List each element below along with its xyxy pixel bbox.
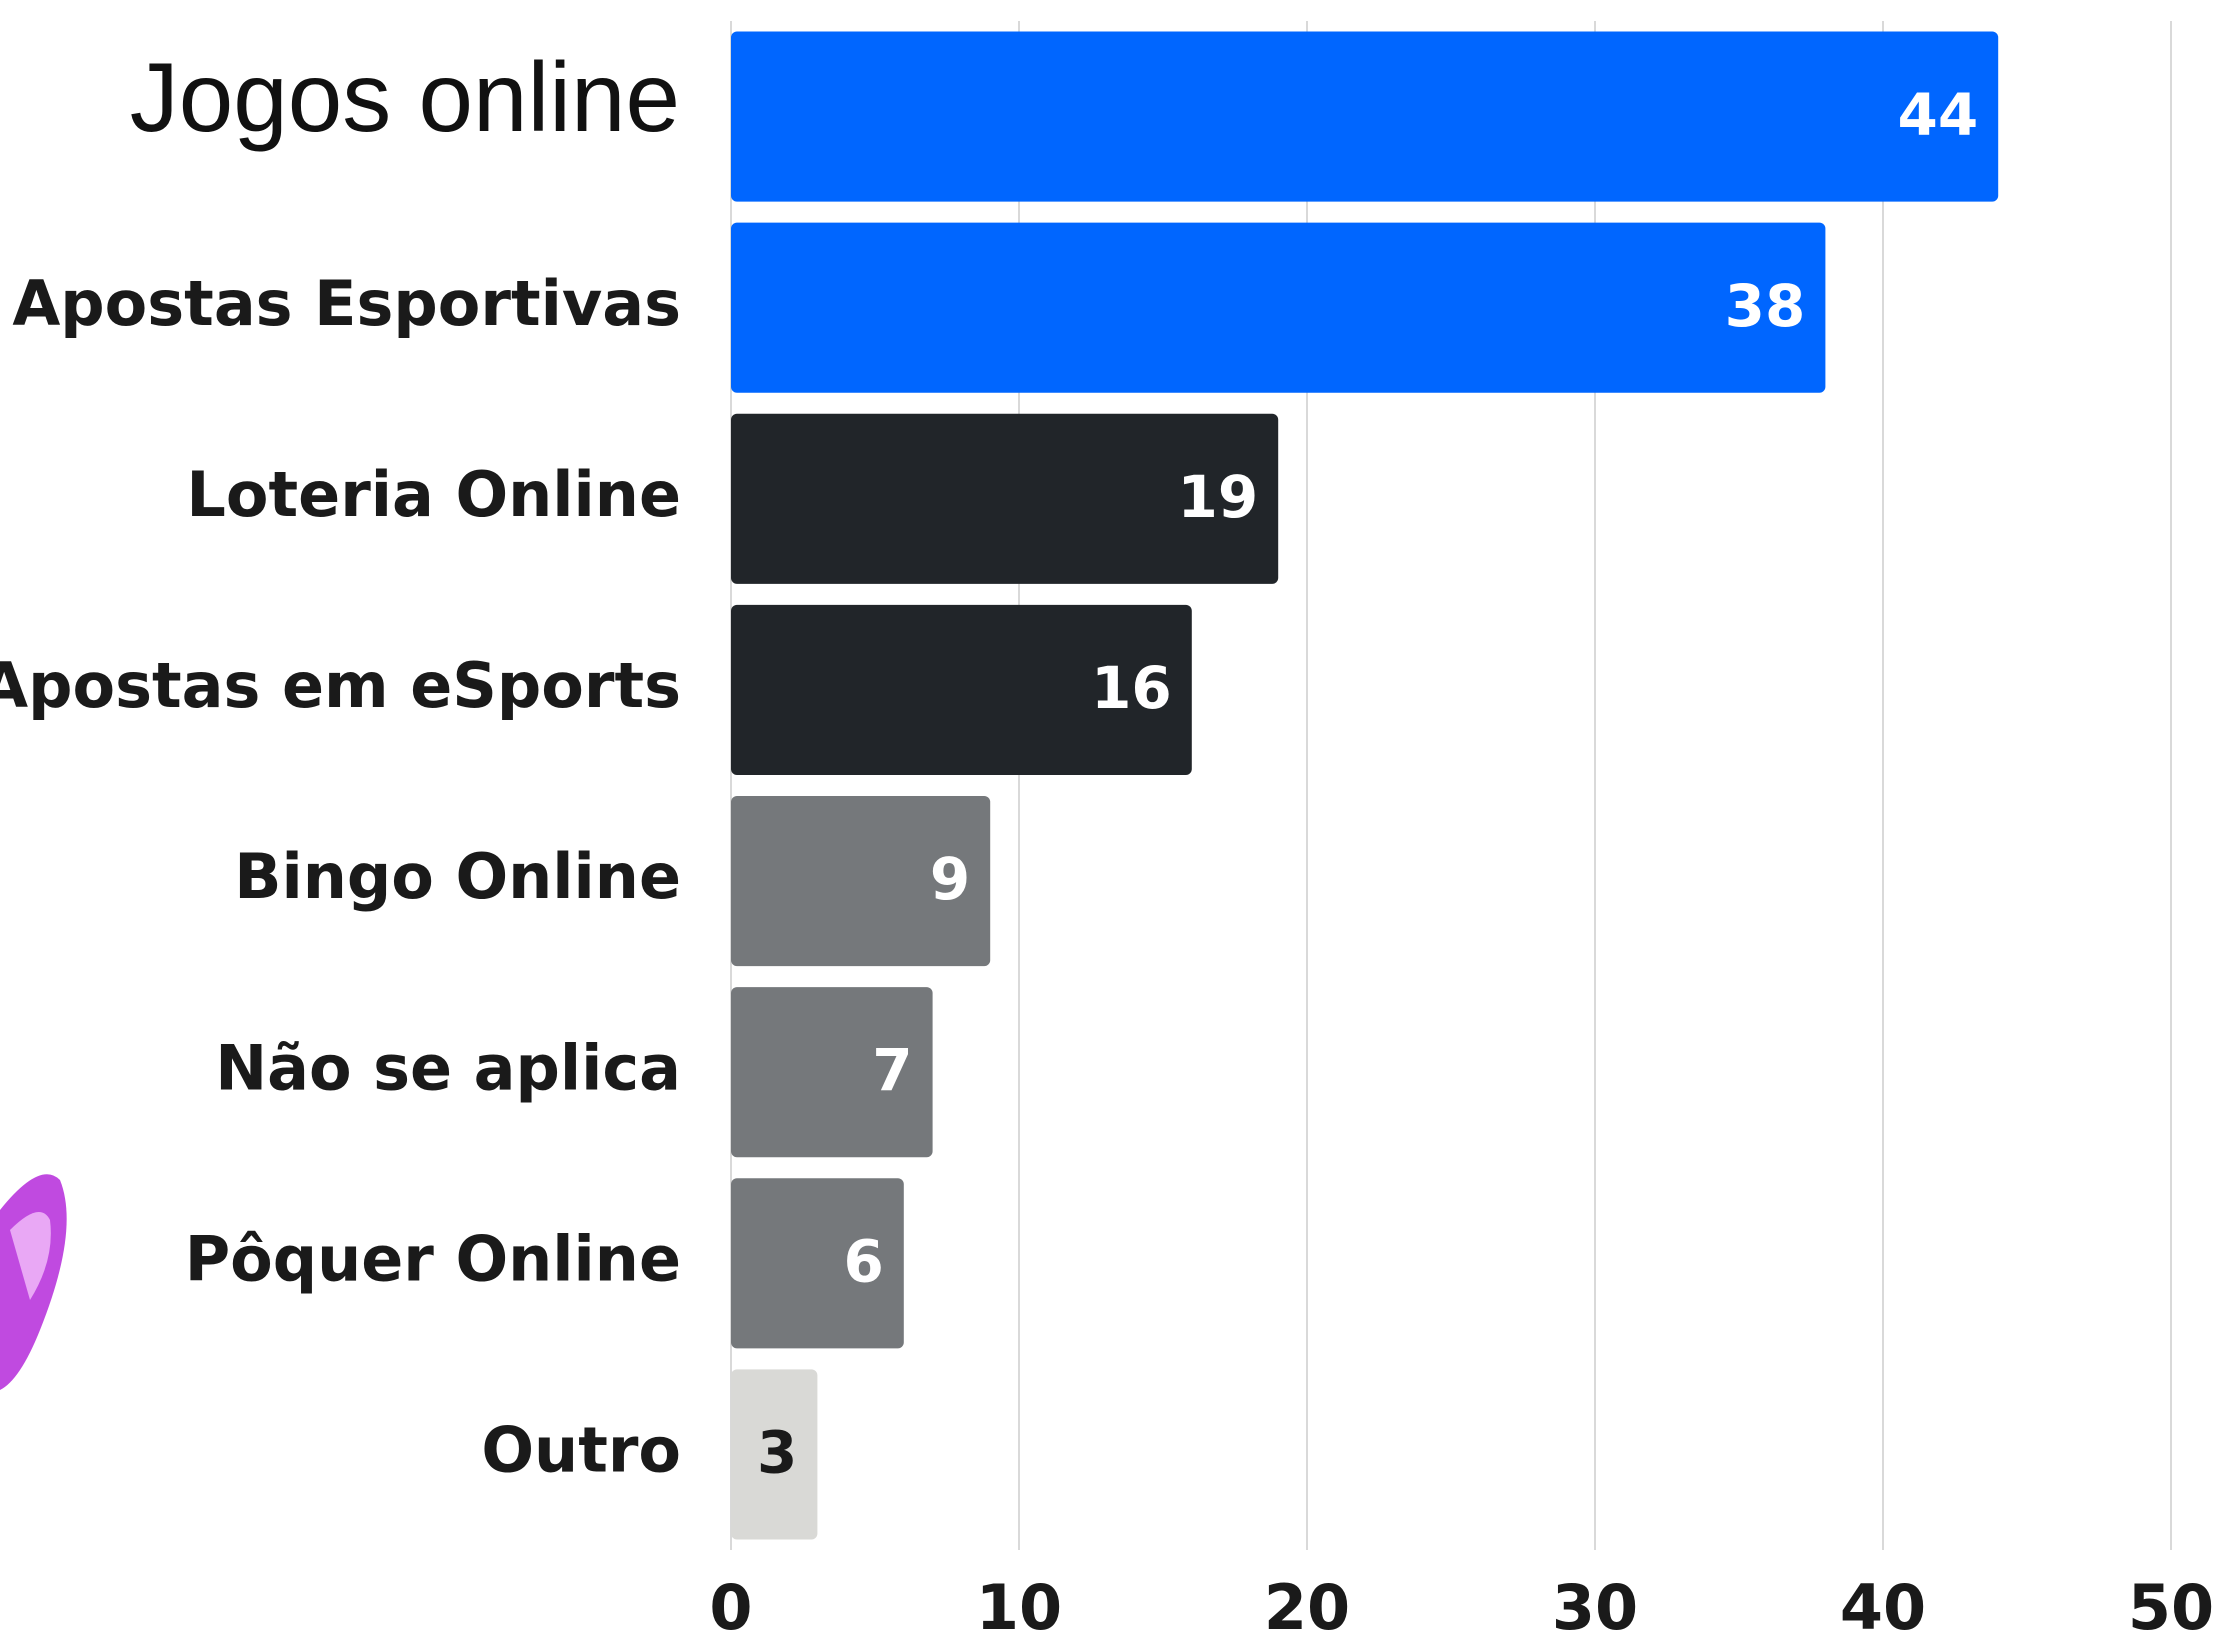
chart: Jogos online 0 10 20 30 40 50 44 38 Apostas Espo…	[0, 0, 2214, 1644]
bar	[731, 32, 1998, 202]
decoration	[0, 1174, 67, 1390]
x-tick-label: 0	[709, 1571, 752, 1644]
value-label: 9	[930, 845, 970, 913]
value-label: 6	[843, 1227, 883, 1295]
value-label: 44	[1897, 81, 1978, 149]
category-label: Apostas em eSports	[0, 649, 681, 722]
value-label: 19	[1177, 463, 1258, 531]
value-label: 7	[872, 1036, 912, 1104]
x-tick-label: 40	[1840, 1571, 1926, 1644]
value-label: 16	[1091, 654, 1172, 722]
chart-title: Jogos online	[130, 42, 680, 152]
category-label: Não se aplica	[215, 1031, 681, 1104]
category-label: Apostas Esportivas	[12, 267, 681, 340]
category-label: Outro	[481, 1414, 681, 1487]
x-tick-label: 20	[1264, 1571, 1350, 1644]
category-label: Loteria Online	[186, 458, 681, 531]
category-label: Bingo Online	[234, 840, 681, 913]
category-label: Pôquer Online	[185, 1222, 681, 1295]
x-tick-label: 30	[1552, 1571, 1638, 1644]
value-label: 3	[757, 1419, 797, 1487]
value-label: 38	[1725, 272, 1806, 340]
x-tick-label: 50	[2128, 1571, 2214, 1644]
x-tick-label: 10	[976, 1571, 1062, 1644]
bar	[731, 223, 1825, 393]
